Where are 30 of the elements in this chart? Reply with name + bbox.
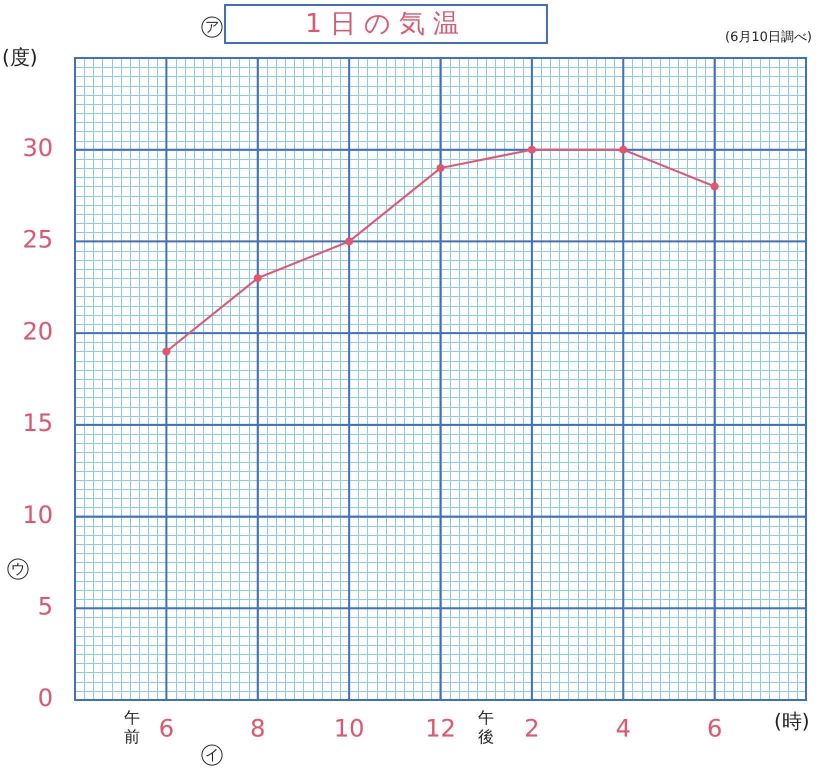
x-tick-label: 12	[425, 714, 456, 743]
text: ㋑	[200, 739, 225, 770]
y-tick-label: 5	[38, 592, 53, 621]
y-tick-label: 25	[22, 226, 53, 254]
y-tick-label: 0	[38, 684, 53, 712]
chart-title: 1日の気温	[224, 4, 548, 44]
y-tick-label: 20	[22, 317, 53, 346]
point	[619, 146, 628, 154]
chart-subtitle: (6月10日調べ)	[725, 29, 812, 46]
x-axis-title: (時)	[774, 708, 810, 735]
x-tick-label: 4	[616, 714, 631, 743]
text: 午前	[124, 708, 140, 746]
x-tick-label: 10	[334, 714, 364, 743]
y-tick-label: 15	[22, 409, 53, 438]
point	[710, 182, 719, 190]
text: ㋐	[200, 11, 225, 42]
point	[345, 237, 354, 246]
point	[436, 164, 444, 172]
text: ㋒	[6, 553, 31, 584]
text: 午後	[478, 708, 494, 746]
point	[162, 347, 170, 356]
point	[254, 274, 262, 282]
x-tick-label: 8	[250, 714, 266, 743]
x-tick-label: 6	[706, 714, 722, 743]
point	[528, 146, 536, 154]
y-tick-label: 10	[22, 500, 53, 529]
x-tick-label: 6	[158, 714, 174, 743]
y-axis-title: (度)	[2, 44, 38, 71]
x-tick-label: 2	[524, 714, 540, 743]
y-tick-label: 30	[22, 134, 53, 162]
